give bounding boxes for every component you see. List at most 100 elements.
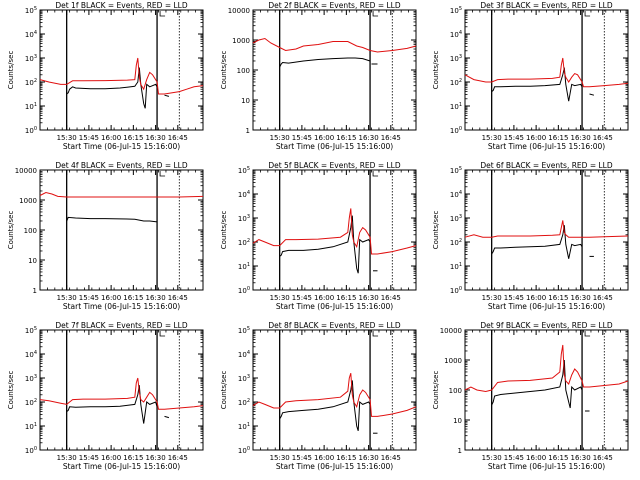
x-tick-label: 16:15 <box>336 134 356 142</box>
y-tick-label: 105 <box>238 166 250 175</box>
x-tick-label: 16:00 <box>526 294 546 302</box>
time-range-bracket <box>159 331 166 337</box>
x-tick-label: 16:15 <box>548 454 568 462</box>
panel-title: Det 9f BLACK = Events, RED = LLD <box>480 321 613 330</box>
y-tick-label: 104 <box>450 30 462 39</box>
x-tick-label: 16:30 <box>145 294 165 302</box>
lld-series-line <box>252 37 417 53</box>
y-tick-label: 10 <box>241 97 250 105</box>
x-tick-label: 16:30 <box>145 454 165 462</box>
y-tick-label: 105 <box>25 326 37 335</box>
y-tick-label: 100 <box>238 286 250 295</box>
x-tick-label: 16:30 <box>570 294 590 302</box>
y-tick-label: 10000 <box>228 7 250 15</box>
x-tick-label: 15:45 <box>79 134 99 142</box>
y-tick-label: 10000 <box>15 167 37 175</box>
events-series-line <box>491 359 583 409</box>
plot-frame <box>464 169 629 291</box>
x-axis-label: Start Time (06-Jul-15 15:16:00) <box>488 462 605 471</box>
lld-series-line <box>39 191 204 198</box>
events-series-segment <box>164 94 170 97</box>
time-range-bracket <box>159 11 166 17</box>
y-tick-label: 101 <box>25 102 37 111</box>
events-series-line <box>66 385 158 424</box>
y-tick-label: 100 <box>237 67 250 75</box>
events-series-line <box>279 57 371 68</box>
x-tick-label: 16:30 <box>570 454 590 462</box>
x-tick-label: 16:15 <box>123 294 143 302</box>
panel-det-2: Det 2f BLACK = Events, RED = LLD 1 10 100 10… <box>220 1 417 151</box>
y-tick-label: 1000 <box>19 197 37 205</box>
lld-series-line <box>39 57 204 95</box>
y-tick-label: 105 <box>450 6 462 15</box>
plot-frame <box>39 329 204 451</box>
y-tick-label: 102 <box>238 238 250 247</box>
lld-series-line <box>252 373 417 417</box>
y-tick-label: 1 <box>246 127 250 135</box>
panel-det-3: Det 3f BLACK = Events, RED = LLD 100 101 10… <box>432 1 629 151</box>
x-tick-label: 16:15 <box>548 134 568 142</box>
x-axis-label: Start Time (06-Jul-15 15:16:00) <box>63 142 180 151</box>
x-tick-label: 16:30 <box>570 134 590 142</box>
x-axis-label: Start Time (06-Jul-15 15:16:00) <box>276 462 393 471</box>
panel-det-5: Det 5f BLACK = Events, RED = LLD 100 101 10… <box>220 161 417 311</box>
lld-series-line <box>464 220 629 238</box>
x-tick-label: 16:15 <box>336 294 356 302</box>
x-tick-label: 15:30 <box>57 294 77 302</box>
y-tick-label: 103 <box>25 374 37 383</box>
plot-frame <box>252 9 417 131</box>
y-tick-label: 101 <box>450 262 462 271</box>
x-tick-label: 15:30 <box>270 134 290 142</box>
y-tick-label: 10 <box>28 257 37 265</box>
panel-title: Det 5f BLACK = Events, RED = LLD <box>268 161 401 170</box>
x-tick-label: 16:00 <box>314 294 334 302</box>
x-tick-label: 16:00 <box>101 294 121 302</box>
panel-title: Det 7f BLACK = Events, RED = LLD <box>55 321 188 330</box>
panel-title: Det 2f BLACK = Events, RED = LLD <box>268 1 401 10</box>
y-tick-label: 100 <box>25 446 37 455</box>
x-tick-label: 16:45 <box>381 134 401 142</box>
plot-frame <box>252 169 417 291</box>
panel-det-8: Det 8f BLACK = Events, RED = LLD 100 101 10… <box>220 321 417 471</box>
x-tick-label: 16:15 <box>336 454 356 462</box>
events-series-line <box>279 215 371 274</box>
x-tick-label: 16:00 <box>526 454 546 462</box>
x-tick-label: 15:30 <box>270 294 290 302</box>
lld-series-line <box>252 208 417 255</box>
x-tick-label: 16:15 <box>548 294 568 302</box>
y-tick-label: 104 <box>238 350 250 359</box>
x-axis-label: Start Time (06-Jul-15 15:16:00) <box>276 302 393 311</box>
time-range-bracket <box>584 11 591 17</box>
x-tick-label: 16:15 <box>123 454 143 462</box>
x-tick-label: 15:30 <box>57 134 77 142</box>
panel-title: Det 6f BLACK = Events, RED = LLD <box>480 161 613 170</box>
y-tick-label: 104 <box>25 30 37 39</box>
x-tick-label: 16:30 <box>145 134 165 142</box>
y-tick-label: 101 <box>238 262 250 271</box>
x-axis-label: Start Time (06-Jul-15 15:16:00) <box>63 462 180 471</box>
x-tick-label: 16:45 <box>168 454 188 462</box>
y-tick-label: 101 <box>450 102 462 111</box>
y-axis-label: Counts/sec <box>432 211 440 250</box>
y-tick-label: 104 <box>238 190 250 199</box>
events-series-segment <box>164 415 170 419</box>
y-tick-label: 102 <box>25 78 37 87</box>
events-series-segment <box>589 93 595 96</box>
time-range-bracket <box>372 331 379 337</box>
panel-det-6: Det 6f BLACK = Events, RED = LLD 100 101 10… <box>432 161 629 311</box>
y-axis-label: Counts/sec <box>220 51 228 90</box>
y-tick-label: 103 <box>238 214 250 223</box>
y-tick-label: 100 <box>450 126 462 135</box>
x-tick-label: 16:45 <box>168 294 188 302</box>
x-tick-label: 15:30 <box>482 294 502 302</box>
x-axis-label: Start Time (06-Jul-15 15:16:00) <box>488 302 605 311</box>
panel-title: Det 4f BLACK = Events, RED = LLD <box>55 161 188 170</box>
y-axis-label: Counts/sec <box>7 371 15 410</box>
y-axis-label: Counts/sec <box>7 211 15 250</box>
panel-det-1: Det 1f BLACK = Events, RED = LLD 100 101 10… <box>7 1 204 151</box>
events-series-line <box>279 380 371 431</box>
x-tick-label: 16:30 <box>358 454 378 462</box>
panel-det-9: Det 9f BLACK = Events, RED = LLD 1 10 100 10… <box>432 321 629 471</box>
events-series-line <box>66 67 158 109</box>
